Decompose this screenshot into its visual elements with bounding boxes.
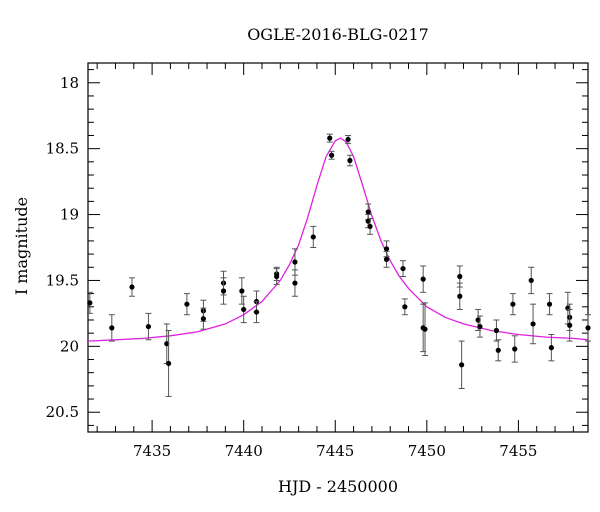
x-tick-labels: 7435 7440 7445 7450 7455 — [133, 442, 537, 460]
y-tick-label: 18.5 — [46, 140, 79, 158]
data-point — [548, 345, 554, 351]
data-point — [327, 135, 333, 141]
data-point — [345, 136, 351, 143]
data-point — [422, 326, 428, 332]
data-point — [200, 316, 206, 322]
data-point — [546, 301, 553, 307]
data-point — [347, 157, 353, 164]
data-point — [457, 273, 463, 280]
data-point — [495, 347, 501, 353]
data-point — [292, 280, 298, 286]
data-point — [87, 300, 93, 306]
data-point — [475, 317, 481, 323]
data-point — [292, 259, 298, 265]
x-tick-label: 7450 — [408, 442, 446, 460]
data-point — [129, 284, 135, 290]
data-point — [274, 273, 280, 280]
plot-frame — [87, 62, 589, 433]
data-point — [365, 209, 371, 215]
y-tick-label: 19.5 — [46, 271, 79, 289]
x-tick-label: 7455 — [499, 442, 537, 460]
data-point — [383, 246, 390, 252]
data-point — [530, 321, 536, 327]
data-point — [493, 327, 500, 334]
data-point — [184, 301, 190, 307]
data-point — [365, 218, 371, 224]
data-point — [510, 301, 516, 307]
data-point — [512, 346, 518, 352]
y-tick-label: 18 — [60, 74, 79, 92]
data-point — [528, 277, 534, 284]
y-tick-label: 19 — [60, 206, 79, 224]
y-tick-label: 20 — [60, 337, 79, 355]
data-point — [328, 152, 335, 158]
data-point — [567, 322, 573, 328]
x-tick-label: 7440 — [225, 442, 263, 460]
data-point — [220, 288, 227, 294]
data-point — [145, 323, 152, 330]
data-point — [459, 362, 465, 368]
data-point — [383, 256, 390, 262]
x-axis-title: HJD - 2450000 — [278, 477, 398, 496]
data-point — [585, 325, 591, 331]
x-tick-label: 7435 — [133, 442, 171, 460]
data-points-group — [86, 133, 591, 397]
data-point — [241, 306, 247, 313]
data-point — [457, 293, 463, 299]
data-point — [109, 325, 115, 331]
data-point — [310, 234, 316, 240]
data-point — [402, 304, 408, 310]
data-point — [477, 323, 483, 330]
data-point — [420, 276, 426, 282]
data-point — [164, 341, 170, 347]
model-curve-group — [87, 137, 589, 342]
data-point — [239, 288, 245, 294]
data-point — [400, 265, 406, 272]
data-point — [253, 309, 260, 315]
model-curve — [87, 137, 589, 342]
data-point — [165, 360, 172, 367]
chart-title: OGLE-2016-BLG-0217 — [247, 25, 429, 44]
x-tick-label: 7445 — [316, 442, 354, 460]
y-axis-title: I magnitude — [12, 197, 31, 295]
y-tick-labels: 18 18.5 19 19.5 20 20.5 — [46, 74, 79, 421]
y-tick-label: 20.5 — [46, 403, 79, 421]
axis-ticks — [88, 63, 588, 432]
data-point — [367, 223, 373, 230]
